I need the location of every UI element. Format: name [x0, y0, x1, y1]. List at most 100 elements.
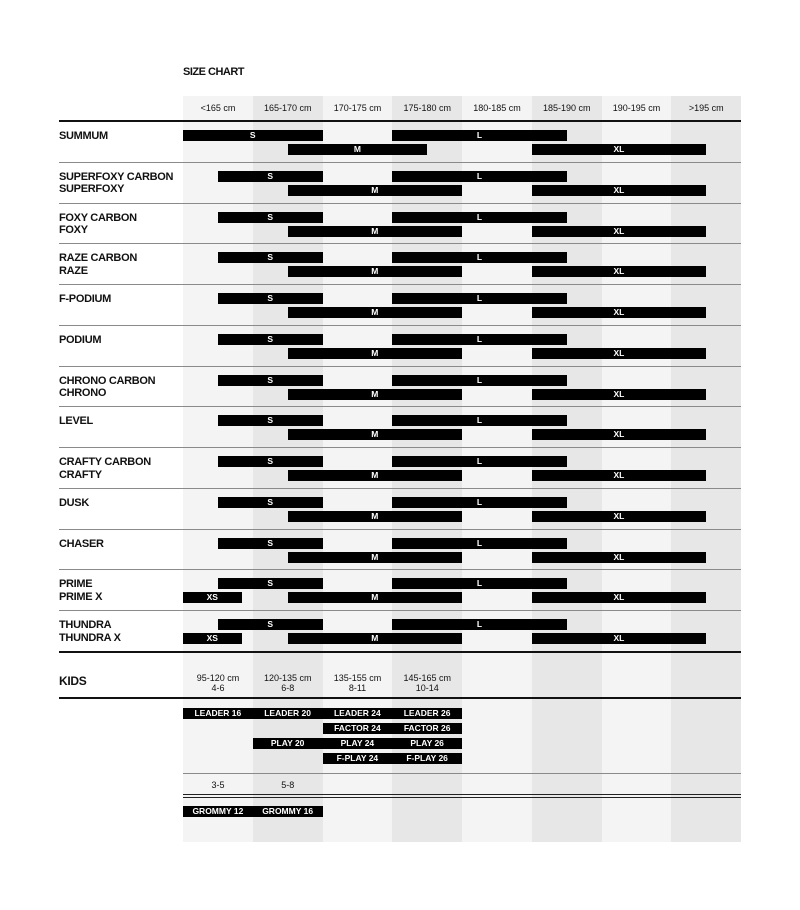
size-bar-l: L [392, 130, 567, 141]
model-name-line: FOXY [59, 224, 88, 236]
model-name: SUMMUM [59, 130, 108, 143]
kids-divider-header [59, 697, 741, 699]
model-name-line: DUSK [59, 496, 89, 509]
column-header: >195 cm [688, 103, 724, 113]
size-bar-s: S [217, 578, 323, 590]
kids-small-divider [183, 773, 741, 774]
kids-divider-top [59, 651, 741, 653]
model-name-line: CHASER [59, 537, 104, 550]
page-title: SIZE CHART [183, 66, 245, 78]
model-name-line: CRAFTY CARBON [59, 456, 151, 468]
size-bar-l: L [392, 211, 567, 223]
column-header: 165-170 cm [263, 103, 312, 113]
size-bar-xs: XS [183, 633, 242, 644]
size-bar-m: M [287, 307, 462, 318]
size-bar-s: S [217, 374, 323, 386]
column-background [183, 96, 253, 842]
kids-bike-bar: LEADER 20 [252, 708, 323, 719]
model-name-line: LEVEL [59, 415, 93, 428]
kids-bike-bar: PLAY 24 [322, 738, 393, 749]
size-bar-m: M [287, 551, 462, 563]
kids-bike-bar: GROMMY 16 [252, 806, 323, 817]
model-name-line: F-PODIUM [59, 293, 111, 305]
size-bar-l: L [392, 537, 567, 549]
row-divider [59, 365, 741, 367]
column-background [252, 96, 323, 842]
model-name: DUSK [59, 497, 89, 510]
column-header: 170-175 cm [333, 103, 382, 113]
kids-bike-bar: PLAY 20 [252, 738, 323, 749]
kids-bike-bar: F-PLAY 24 [322, 753, 393, 764]
row-divider [59, 406, 741, 408]
size-bar-xl: XL [531, 266, 707, 278]
model-name-line: RAZE [59, 264, 88, 277]
kids-bike-bar: F-PLAY 26 [392, 753, 462, 764]
size-bar-s: S [217, 496, 323, 508]
kids-height-range: 95-120 cm [196, 673, 240, 683]
kids-bike-bar: FACTOR 26 [392, 723, 462, 734]
size-bar-xs: XS [183, 592, 242, 604]
model-name-line: SUMMUM [59, 130, 108, 142]
size-bar-m: M [287, 429, 462, 441]
row-divider [59, 202, 741, 204]
row-divider [59, 243, 741, 245]
kids-bike-bar: LEADER 24 [322, 708, 393, 719]
model-name: SUPERFOXY CARBON SUPERFOXY [59, 171, 173, 196]
size-bar-xl: XL [531, 347, 707, 359]
model-name-line: RAZE CARBON [59, 252, 137, 265]
size-bar-l: L [392, 456, 567, 467]
kids-column-header: 145-165 cm 10-14 [392, 673, 462, 693]
size-bar-xl: XL [531, 551, 707, 563]
model-name-line: FOXY CARBON [59, 211, 137, 224]
kids-bike-bar: FACTOR 24 [322, 723, 393, 734]
kids-height-range: 145-165 cm [403, 673, 452, 683]
kids-double-line-2 [183, 797, 741, 798]
kids-column-header: 95-120 cm 4-6 [183, 673, 253, 693]
size-bar-s: S [217, 619, 323, 630]
kids-age-range: 8-11 [348, 683, 367, 693]
size-bar-m: M [287, 184, 462, 196]
column-background [601, 96, 672, 842]
model-name-line: SUPERFOXY [59, 183, 125, 196]
model-name-line: THUNDRA X [59, 631, 121, 644]
size-bar-s: S [217, 170, 323, 182]
column-header: 185-190 cm [542, 103, 591, 113]
row-divider [59, 610, 741, 611]
kids-age-range: 10-14 [415, 683, 439, 693]
column-background [462, 96, 532, 842]
model-name-line: CRAFTY [59, 468, 102, 481]
column-background [671, 96, 741, 842]
kids-bike-bar: GROMMY 12 [183, 806, 253, 817]
size-bar-s: S [217, 456, 323, 467]
column-header: 180-185 cm [473, 103, 521, 113]
size-bar-l: L [392, 619, 567, 630]
size-bar-m: M [287, 633, 462, 644]
kids-bike-bar: LEADER 16 [183, 708, 253, 719]
model-name-line: SUPERFOXY CARBON [59, 170, 174, 183]
size-bar-xl: XL [531, 633, 707, 644]
model-name-line: CHRONO CARBON [59, 374, 156, 387]
size-bar-l: L [392, 252, 567, 264]
model-name-line: PRIME [59, 578, 93, 591]
row-divider [59, 487, 741, 489]
kids-label: KIDS [59, 674, 87, 688]
column-header: 190-195 cm [612, 103, 661, 113]
row-divider [59, 569, 741, 571]
size-bar-l: L [392, 578, 567, 590]
size-bar-l: L [392, 170, 567, 182]
header-divider [59, 120, 741, 122]
size-bar-xl: XL [531, 307, 707, 318]
kids-bike-bar: PLAY 26 [392, 738, 462, 749]
size-bar-xl: XL [531, 388, 707, 400]
row-divider [59, 324, 741, 326]
size-bar-s: S [217, 293, 323, 304]
kids-height-range: 120-135 cm [263, 673, 312, 683]
size-bar-l: L [392, 293, 567, 304]
size-bar-m: M [287, 510, 462, 522]
size-bar-xl: XL [531, 470, 707, 481]
size-bar-l: L [392, 496, 567, 508]
size-bar-xl: XL [531, 592, 707, 604]
model-name: LEVEL [59, 415, 93, 428]
size-bar-s: S [217, 211, 323, 223]
